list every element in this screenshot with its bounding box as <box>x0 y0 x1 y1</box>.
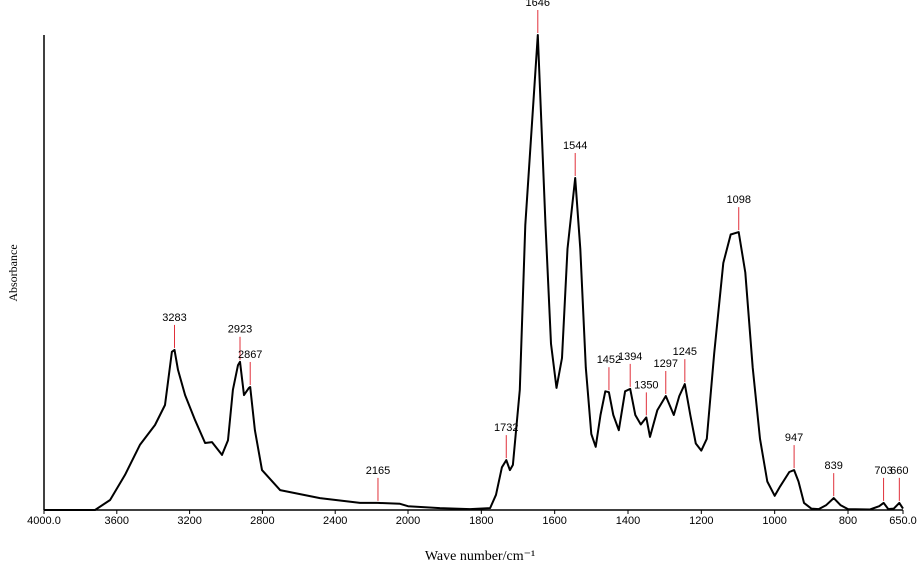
x-tick-label: 800 <box>839 515 857 527</box>
x-tick-label: 1800 <box>469 515 493 527</box>
peak-label: 1646 <box>526 0 550 9</box>
x-tick-label: 1000 <box>762 515 786 527</box>
x-tick-label: 3600 <box>105 515 129 527</box>
peak-label: 1297 <box>654 358 678 370</box>
x-tick-label: 1200 <box>689 515 713 527</box>
x-axis-label: Wave number/cm⁻¹ <box>425 549 535 564</box>
x-tick-label: 3200 <box>177 515 201 527</box>
x-tick-label: 2400 <box>323 515 347 527</box>
x-tick-label: 650.0 <box>889 515 917 527</box>
x-tick-label: 1600 <box>542 515 566 527</box>
peak-label: 1350 <box>634 379 658 391</box>
spectrum-line <box>44 34 904 511</box>
x-tick-label: 4000.0 <box>27 515 61 527</box>
y-axis-label: Absorbance <box>6 244 20 301</box>
peak-label: 3283 <box>162 312 186 324</box>
peak-label: 1394 <box>618 351 642 363</box>
peak-label: 703 <box>874 465 892 477</box>
x-tick-label: 1400 <box>616 515 640 527</box>
peak-label: 2165 <box>366 465 390 477</box>
peak-label: 1452 <box>597 354 621 366</box>
peak-label: 1098 <box>726 194 750 206</box>
peak-label: 660 <box>890 465 908 477</box>
peak-label: 2867 <box>238 349 262 361</box>
x-tick-label: 2000 <box>396 515 420 527</box>
peak-label: 1245 <box>673 346 697 358</box>
peak-label: 947 <box>785 432 803 444</box>
peak-label: 839 <box>825 460 843 472</box>
x-tick-label: 2800 <box>250 515 274 527</box>
peak-label: 2923 <box>228 324 252 336</box>
peak-label: 1544 <box>563 140 587 152</box>
peak-label: 1732 <box>494 422 518 434</box>
